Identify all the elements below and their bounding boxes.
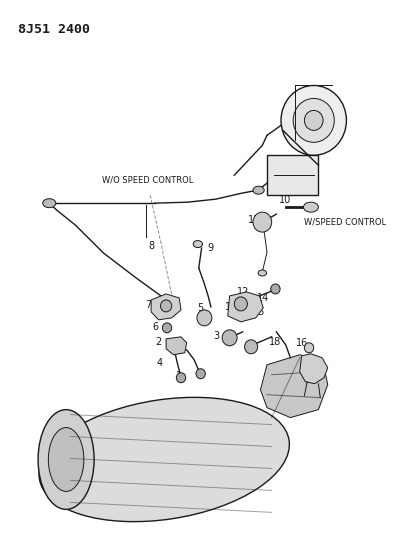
Text: 16: 16	[296, 338, 308, 348]
Polygon shape	[300, 354, 328, 384]
Circle shape	[304, 110, 323, 131]
Text: 2: 2	[155, 337, 161, 347]
Text: W/SPEED CONTROL: W/SPEED CONTROL	[304, 217, 387, 227]
Circle shape	[293, 99, 334, 142]
Circle shape	[176, 373, 186, 383]
Circle shape	[197, 310, 212, 326]
Ellipse shape	[39, 397, 289, 522]
Circle shape	[160, 300, 172, 312]
Bar	[267, 155, 318, 195]
Text: 1: 1	[176, 371, 182, 381]
Ellipse shape	[43, 199, 56, 208]
Polygon shape	[261, 355, 328, 417]
Text: 12: 12	[237, 287, 249, 297]
Text: W/O SPEED CONTROL: W/O SPEED CONTROL	[102, 176, 193, 185]
Circle shape	[196, 369, 205, 379]
Circle shape	[162, 323, 172, 333]
Circle shape	[222, 330, 237, 346]
Circle shape	[234, 297, 247, 311]
Circle shape	[281, 85, 346, 155]
Text: 4: 4	[157, 358, 163, 368]
Text: 6: 6	[152, 322, 158, 332]
Text: 8J51 2400: 8J51 2400	[18, 22, 89, 36]
Ellipse shape	[253, 186, 264, 194]
Text: 11: 11	[248, 215, 261, 225]
Ellipse shape	[193, 240, 203, 247]
Text: 9: 9	[207, 243, 213, 253]
Text: 18: 18	[269, 337, 281, 347]
Circle shape	[253, 212, 272, 232]
Circle shape	[271, 284, 280, 294]
Text: 15: 15	[253, 307, 265, 317]
Text: 8: 8	[148, 241, 154, 251]
Ellipse shape	[38, 410, 94, 510]
Text: 3: 3	[214, 331, 220, 341]
Text: 17: 17	[299, 357, 311, 367]
Polygon shape	[151, 294, 181, 320]
Ellipse shape	[258, 270, 267, 276]
Text: 14: 14	[257, 293, 269, 303]
Text: 5: 5	[197, 303, 203, 313]
Text: 13: 13	[225, 302, 237, 312]
Circle shape	[245, 340, 258, 354]
Ellipse shape	[304, 202, 318, 212]
Text: 10: 10	[279, 195, 291, 205]
Ellipse shape	[48, 427, 84, 491]
Text: 7: 7	[146, 300, 152, 310]
Polygon shape	[228, 292, 263, 322]
Polygon shape	[166, 337, 187, 355]
Circle shape	[304, 343, 314, 353]
